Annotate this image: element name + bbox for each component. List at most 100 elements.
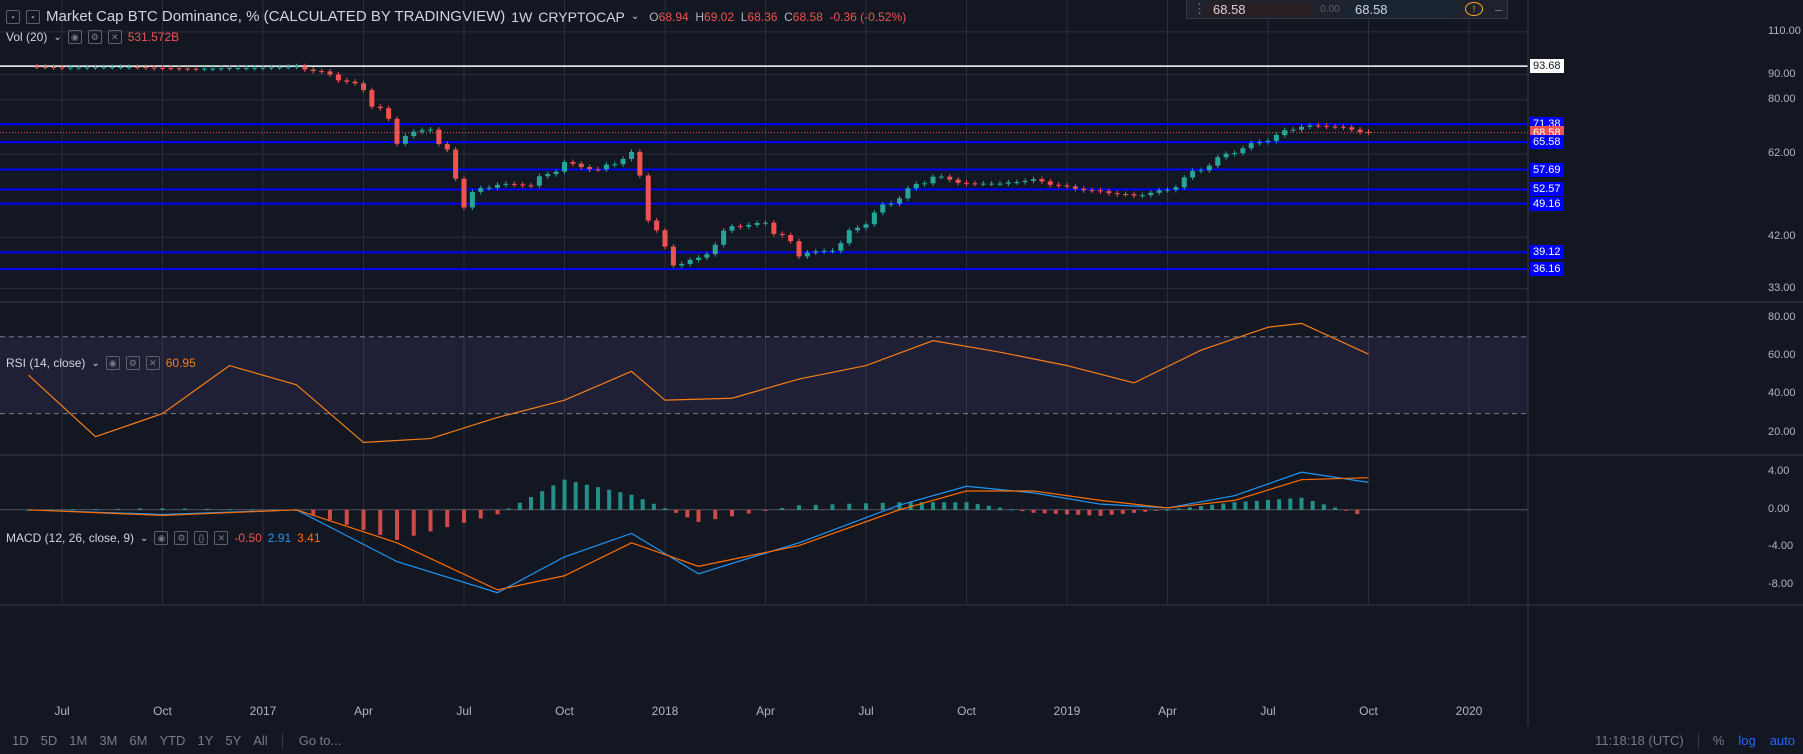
macd-hist-bar <box>1299 497 1304 510</box>
eye-icon[interactable]: ◉ <box>105 356 120 370</box>
minimize-icon[interactable]: – <box>1495 1 1503 17</box>
candle-body <box>587 167 593 170</box>
rsi-label[interactable]: RSI (14, close) <box>6 356 86 370</box>
close-icon[interactable]: ✕ <box>145 356 160 370</box>
candle-body <box>863 224 869 228</box>
buy-price[interactable]: 68.58 <box>1347 1 1455 17</box>
candle-body <box>603 164 609 170</box>
macd-hist-bar <box>1288 498 1293 510</box>
candle-body <box>830 250 835 252</box>
macd-hist-bar <box>942 502 947 510</box>
candle-body <box>369 90 375 107</box>
rsi-legend: RSI (14, close) ⌄ ◉ ⚙ ✕ 60.95 <box>6 356 196 370</box>
candle-body <box>1072 186 1078 189</box>
range-1d[interactable]: 1D <box>12 733 29 748</box>
macd-label[interactable]: MACD (12, 26, close, 9) <box>6 531 135 545</box>
rsi-tick-label: 60.00 <box>1768 349 1796 361</box>
macd-hist-bar <box>1009 509 1014 511</box>
macd-hist-value: -0.50 <box>234 531 262 545</box>
candle-body <box>1098 190 1103 192</box>
macd-hist-bar <box>813 504 818 510</box>
range-5d[interactable]: 5D <box>40 733 58 748</box>
close-value: 68.58 <box>792 9 823 24</box>
time-tick-label: Oct <box>957 704 976 718</box>
macd-hist-bar <box>1321 504 1326 510</box>
close-icon[interactable]: ✕ <box>107 30 122 44</box>
candle-body <box>243 67 249 69</box>
macd-hist-bar <box>640 499 645 510</box>
sell-price[interactable]: 68.58 <box>1205 1 1313 17</box>
collapse-icon-2[interactable]: ▪ <box>26 9 40 24</box>
goto-button[interactable]: Go to... <box>298 733 342 748</box>
range-3m[interactable]: 3M <box>99 733 118 748</box>
candle-body <box>1114 193 1120 195</box>
chevron-down-icon[interactable]: ⌄ <box>91 357 100 369</box>
candle-body <box>821 250 827 252</box>
chevron-down-icon[interactable]: ⌄ <box>630 11 640 22</box>
settings-icon[interactable]: ⚙ <box>87 30 102 44</box>
close-icon[interactable]: ✕ <box>214 531 229 545</box>
range-all[interactable]: All <box>253 733 268 748</box>
clock[interactable]: 11:18:18 (UTC) <box>1595 733 1684 748</box>
price-candles <box>34 63 1371 269</box>
candle-body <box>696 257 701 260</box>
symbol-title[interactable]: Market Cap BTC Dominance, % (CALCULATED … <box>46 8 506 25</box>
level-price-tag: 49.16 <box>1530 196 1564 211</box>
range-1y[interactable]: 1Y <box>197 733 214 748</box>
auto-toggle[interactable]: auto <box>1769 733 1795 748</box>
time-tick-label: Oct <box>153 704 172 718</box>
volume-label[interactable]: Vol (20) <box>6 30 48 44</box>
low-value: 68.36 <box>747 9 778 24</box>
candle-body <box>1315 125 1321 127</box>
candle-body <box>185 68 191 70</box>
candle-body <box>1273 135 1279 141</box>
candle-body <box>520 184 526 186</box>
interval[interactable]: 1W <box>511 8 533 25</box>
candle-body <box>176 68 182 70</box>
candle-body <box>905 188 911 199</box>
collapse-icon[interactable]: ▪ <box>6 9 20 24</box>
divider <box>1697 732 1699 749</box>
macd-hist-bar <box>1076 509 1081 515</box>
candle-body <box>637 151 643 176</box>
log-toggle[interactable]: log <box>1738 733 1756 748</box>
macd-hist-bar <box>1266 500 1270 510</box>
macd-hist-bar <box>540 491 545 510</box>
code-icon[interactable]: {} <box>194 531 209 545</box>
alert-icon[interactable]: ! <box>1465 2 1483 16</box>
candle-body <box>428 129 433 131</box>
eye-icon[interactable]: ◉ <box>154 531 169 545</box>
range-6m[interactable]: 6M <box>129 733 148 748</box>
eye-icon[interactable]: ◉ <box>67 30 82 44</box>
macd-hist-bar <box>864 503 868 510</box>
chart-canvas[interactable] <box>0 0 1803 727</box>
macd-hist-bar <box>674 509 679 513</box>
candle-body <box>1299 126 1304 130</box>
exchange[interactable]: CRYPTOCAP <box>538 8 625 25</box>
percent-toggle[interactable]: % <box>1712 733 1725 748</box>
chevron-down-icon[interactable]: ⌄ <box>53 31 62 43</box>
chevron-down-icon[interactable]: ⌄ <box>140 532 149 544</box>
candle-body <box>319 71 325 73</box>
candle-body <box>361 83 366 91</box>
range-5y[interactable]: 5Y <box>225 733 242 748</box>
settings-icon[interactable]: ⚙ <box>125 356 140 370</box>
level-price-tag: 57.69 <box>1530 162 1564 177</box>
range-ytd[interactable]: YTD <box>159 733 186 748</box>
range-1m[interactable]: 1M <box>69 733 88 748</box>
candle-body <box>1081 188 1087 191</box>
drag-handle-icon[interactable]: ⋮ <box>1193 1 1206 16</box>
macd-hist-bar <box>763 509 768 511</box>
macd-hist-bar <box>1132 509 1136 513</box>
macd-tick-label: 0.00 <box>1768 502 1790 515</box>
candle-body <box>578 163 584 168</box>
candle-body <box>947 176 953 180</box>
level-price-tag: 52.57 <box>1530 182 1564 197</box>
time-tick-label: Jul <box>54 704 70 718</box>
candle-body <box>118 67 124 69</box>
price-tick-label: 80.00 <box>1768 92 1796 105</box>
time-tick-label: Apr <box>756 704 775 718</box>
rsi-tick-label: 80.00 <box>1768 310 1796 323</box>
settings-icon[interactable]: ⚙ <box>174 531 189 545</box>
candle-body <box>268 67 274 69</box>
